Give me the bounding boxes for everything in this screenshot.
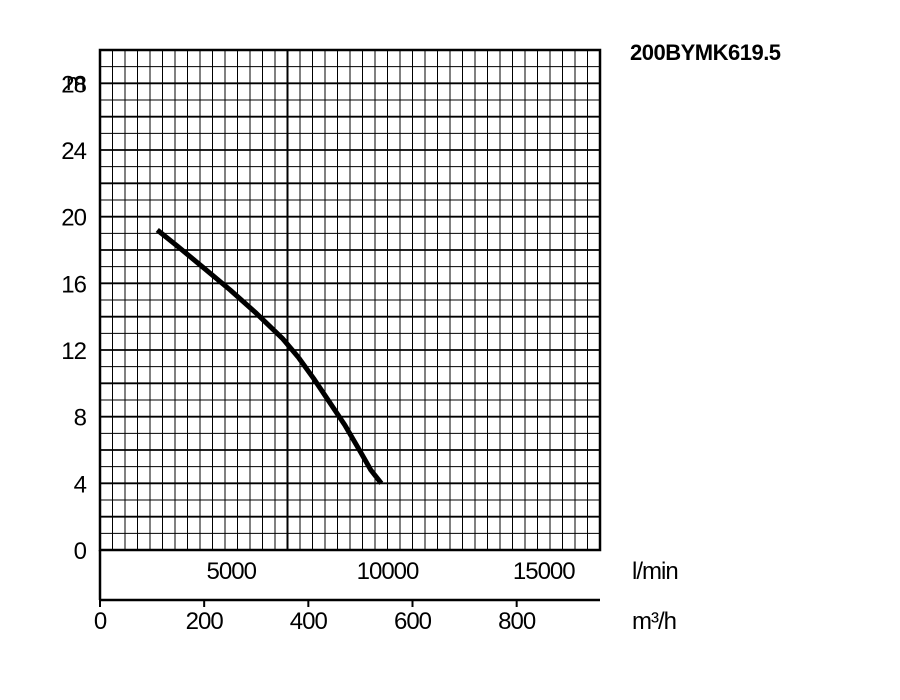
y-tick-label: 24 <box>61 138 86 165</box>
series-curve <box>155 228 384 485</box>
x-axis-unit-m3h: m³/h <box>632 608 676 635</box>
x-tick-label-m3h: 0 <box>94 608 107 635</box>
chart-title: 200BYMK619.5 <box>630 40 781 65</box>
x-axis-unit-lmin: l/min <box>632 558 678 585</box>
x-tick-label-m3h: 600 <box>394 608 432 635</box>
x-tick-labels-m3h: 0 200 400 600 800 <box>94 600 537 635</box>
plot-frame <box>98 48 602 552</box>
y-tick-label: 16 <box>61 271 86 298</box>
x-tick-labels-lmin: 5000 10000 15000 <box>207 558 577 585</box>
y-axis-label: m <box>66 69 85 96</box>
y-tick-labels: 0 4 8 12 16 20 24 28 <box>61 71 87 565</box>
y-tick-label: 0 <box>74 538 87 565</box>
x-tick-label-m3h: 800 <box>498 608 536 635</box>
y-tick-label: 20 <box>61 205 86 232</box>
x-tick-label-m3h: 200 <box>186 608 224 635</box>
y-tick-label: 8 <box>74 405 87 432</box>
x-tick-label-lmin: 15000 <box>513 558 575 585</box>
x-tick-label-lmin: 10000 <box>357 558 419 585</box>
x-tick-label-m3h: 400 <box>290 608 328 635</box>
y-tick-label: 4 <box>74 471 87 498</box>
y-tick-label: 28 <box>61 71 86 98</box>
y-tick-label: 12 <box>61 338 86 365</box>
grid-minor-lines <box>100 50 600 550</box>
x-tick-label-lmin: 5000 <box>207 558 257 585</box>
